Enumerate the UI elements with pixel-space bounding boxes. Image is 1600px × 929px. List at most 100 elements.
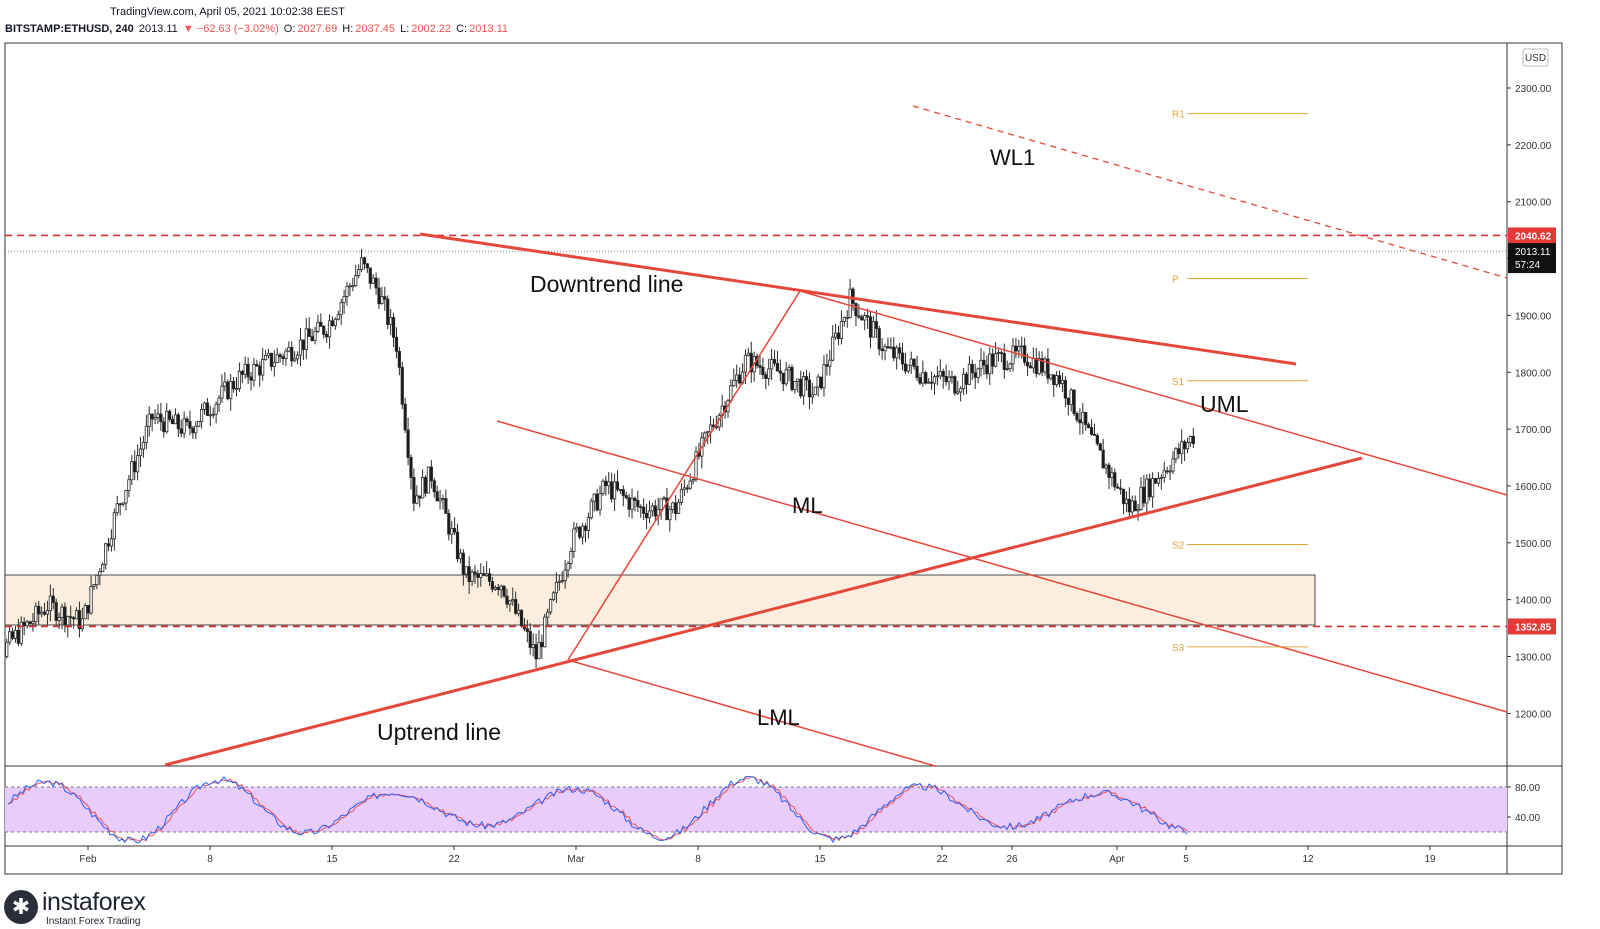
- time-tick-label: 8: [695, 854, 701, 865]
- candle-body: [298, 339, 303, 356]
- candle-body: [671, 502, 675, 510]
- resistance-price-text: 2040.62: [1515, 231, 1552, 242]
- price-tick-label: 2100.00: [1515, 198, 1552, 209]
- candle-body: [121, 502, 125, 505]
- time-tick-label: 15: [326, 854, 338, 865]
- candle-body: [964, 373, 969, 385]
- candle-body: [1145, 478, 1149, 504]
- candle-body: [354, 275, 358, 286]
- candle-body: [636, 500, 640, 508]
- candle-body: [1040, 358, 1044, 373]
- candle-body: [604, 480, 608, 487]
- candle-body: [234, 388, 239, 390]
- candle-body: [109, 538, 114, 547]
- candle-body: [290, 347, 294, 362]
- candle-body: [258, 365, 262, 376]
- candle-body: [906, 364, 910, 372]
- candle-body: [496, 587, 500, 591]
- candle-body: [80, 618, 84, 630]
- candle-body: [790, 366, 794, 390]
- candle-body: [618, 489, 622, 491]
- candle-body: [1116, 486, 1120, 489]
- candle-body: [127, 479, 131, 491]
- candle-body: [746, 352, 750, 356]
- candle-body: [1101, 449, 1105, 469]
- time-tick-label: 15: [814, 854, 826, 865]
- candle-body: [421, 477, 425, 499]
- candle-body: [60, 606, 64, 618]
- candle-body: [895, 347, 899, 359]
- time-tick-label: 22: [448, 854, 460, 865]
- candle-body: [560, 580, 564, 582]
- candle-body: [813, 386, 817, 396]
- candle-body: [1174, 448, 1178, 460]
- candle-body: [953, 376, 957, 394]
- time-tick-label: 26: [1006, 854, 1018, 865]
- candle-body: [1066, 397, 1070, 405]
- candle-body: [191, 427, 195, 434]
- candle-body: [1072, 389, 1076, 414]
- pivot-label: S2: [1172, 541, 1185, 552]
- candle-body: [86, 604, 90, 614]
- candle-body: [732, 379, 736, 387]
- candle-body: [674, 502, 678, 514]
- candle-body: [275, 354, 279, 363]
- candle-body: [391, 317, 396, 338]
- candle-body: [490, 580, 495, 590]
- candle-body: [738, 374, 742, 384]
- candle-body: [406, 429, 410, 458]
- candle-body: [839, 321, 844, 339]
- tradingview-credit: TradingView.com, April 05, 2021 10:02:38…: [110, 6, 345, 18]
- candle-body: [83, 604, 87, 620]
- candle-body: [868, 316, 873, 338]
- logo-text: instaforex: [42, 888, 146, 916]
- candle-body: [918, 377, 922, 384]
- candle-body: [647, 510, 652, 519]
- low-label: L:: [400, 23, 410, 35]
- demand-zone: [4, 574, 1316, 626]
- pivot-levels: R1 P S1 S2 S3: [1172, 110, 1308, 654]
- candle-body: [182, 418, 186, 434]
- candle-body: [607, 481, 611, 487]
- candle-body: [1063, 380, 1067, 399]
- candle-body: [714, 426, 718, 429]
- candle-body: [633, 497, 637, 501]
- candle-body: [1185, 442, 1190, 450]
- candle-body: [761, 366, 765, 376]
- candle-body: [368, 267, 372, 284]
- candle-body: [1060, 380, 1065, 385]
- annotation-lml: LML: [757, 705, 800, 730]
- symbol-name[interactable]: BITSTAMP:ETHUSD, 240: [5, 23, 134, 35]
- candle-body: [900, 352, 905, 365]
- candle-body: [1025, 361, 1030, 367]
- currency-label: USD: [1525, 53, 1546, 64]
- candle-body: [886, 346, 890, 349]
- lower-median-line: [567, 659, 936, 767]
- candle-body: [1191, 436, 1195, 445]
- candle-body: [482, 573, 486, 576]
- stoch-d-line: [7, 775, 1188, 843]
- candle-body: [1069, 389, 1073, 405]
- support-price-text: 1352.85: [1515, 622, 1552, 633]
- candle-body: [211, 413, 215, 416]
- candle-body: [412, 477, 416, 504]
- candle-body: [217, 397, 221, 405]
- candle-body: [863, 315, 867, 321]
- instaforex-logo: ✱ instaforex Instant Forex Trading: [0, 886, 180, 929]
- candle-body: [860, 316, 864, 321]
- candle-body: [996, 352, 1001, 355]
- candle-body: [831, 336, 835, 361]
- candle-body: [1136, 509, 1140, 512]
- candle-body: [467, 566, 471, 582]
- candle-body: [842, 317, 846, 322]
- candle-body: [1052, 374, 1056, 386]
- candle-body: [1168, 470, 1172, 473]
- candle-body: [141, 441, 146, 450]
- candle-body: [770, 359, 774, 370]
- price-tick-label: 1500.00: [1515, 539, 1552, 550]
- candle-body: [642, 506, 646, 514]
- candle-body: [644, 513, 649, 519]
- candle-body: [1023, 345, 1027, 363]
- time-tick-label: 5: [1183, 854, 1189, 865]
